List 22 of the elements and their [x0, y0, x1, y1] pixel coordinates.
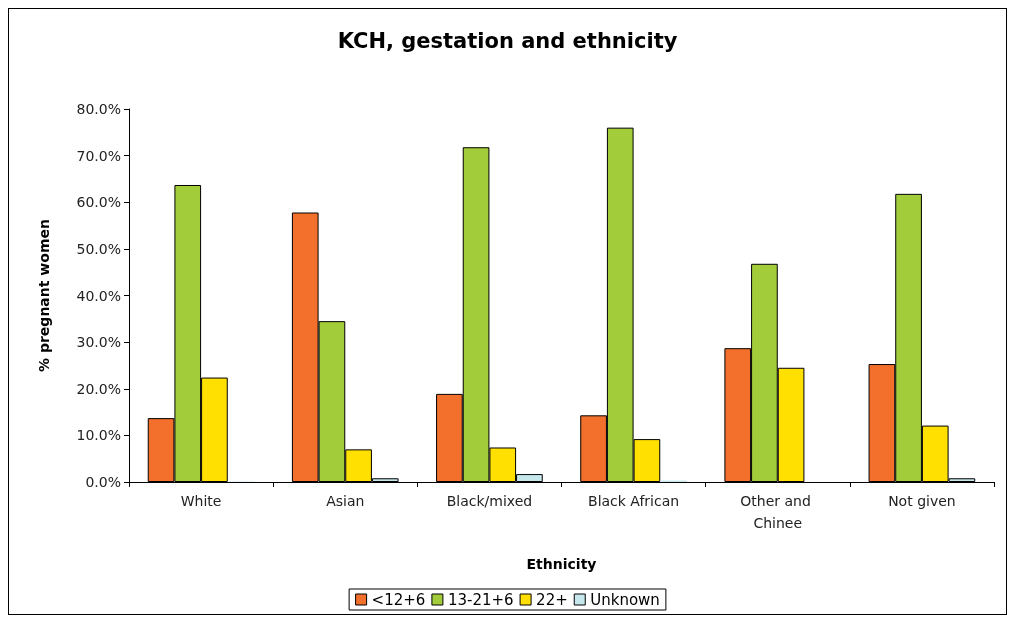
legend-label: 22+	[536, 590, 568, 609]
y-tick-label: 50.0%	[76, 240, 121, 257]
y-tick-label: 10.0%	[76, 427, 121, 444]
y-tick-label: 20.0%	[76, 380, 121, 397]
y-tick-label: 40.0%	[76, 287, 121, 304]
x-axis-title: Ethnicity	[526, 556, 597, 572]
y-tick-label: 60.0%	[76, 194, 121, 211]
legend-label: Unknown	[590, 590, 660, 609]
x-tick-label: White	[180, 493, 222, 509]
chart-title: KCH, gestation and ethnicity	[337, 28, 678, 53]
y-tick-label: 30.0%	[76, 334, 121, 351]
x-tick-label: Other and Chinee	[740, 493, 816, 531]
legend-label: <12+6	[371, 590, 426, 609]
x-tick-label: Black/mixed	[446, 493, 533, 509]
y-tick-label: 70.0%	[76, 147, 121, 164]
y-tick-label: 80.0%	[76, 101, 121, 117]
x-tick-label: Not given	[888, 493, 956, 509]
x-tick-label: Black African	[588, 493, 680, 509]
y-tick-label: 0.0%	[85, 474, 121, 490]
y-axis-title: % pregnant women	[36, 219, 52, 372]
legend-label: 13-21+6	[447, 590, 514, 609]
x-tick-label: Asian	[326, 493, 365, 509]
